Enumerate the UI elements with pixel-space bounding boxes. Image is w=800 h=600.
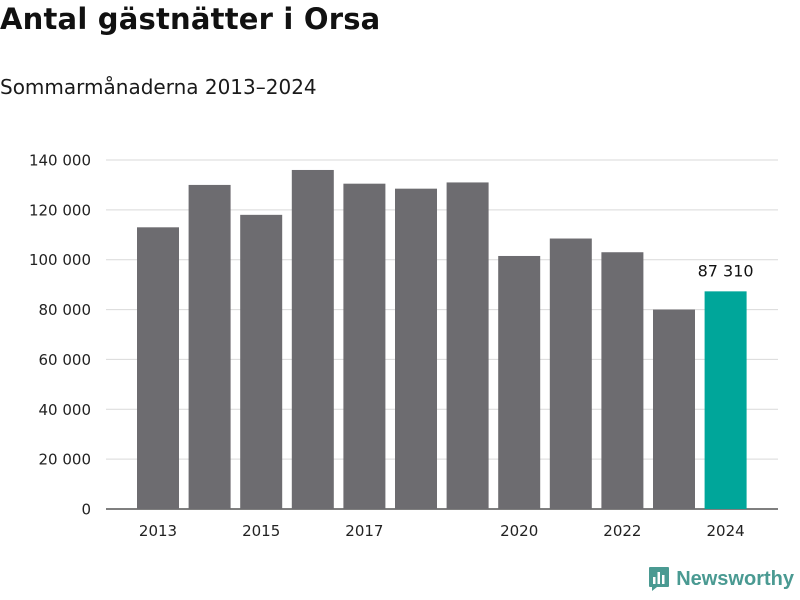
x-tick-label: 2017: [345, 522, 383, 540]
annotations: 87 310: [698, 261, 754, 280]
bar-2018: [395, 188, 437, 510]
bar-2019: [446, 182, 489, 509]
y-tick-label: 40 000: [39, 401, 92, 419]
bar-2017: [343, 183, 386, 510]
x-axis-labels: 2013 2015 2017 2020 2022 2024: [139, 522, 745, 540]
chart-title: Antal gästnätter i Orsa: [0, 2, 381, 36]
y-tick-label: 80 000: [39, 301, 92, 319]
y-tick-label: 60 000: [39, 351, 92, 369]
y-tick-label: 120 000: [29, 201, 91, 219]
brand-name: Newsworthy: [676, 567, 794, 590]
bars: [137, 169, 747, 510]
y-tick-label: 0: [81, 501, 91, 519]
y-tick-label: 100 000: [29, 251, 91, 269]
bar-chart-logo-icon: [649, 567, 670, 591]
x-tick-label: 2015: [242, 522, 280, 540]
y-tick-label: 140 000: [29, 152, 91, 170]
bar-2021: [549, 238, 592, 509]
bar-2024: [704, 291, 747, 509]
bar-2016: [291, 169, 334, 509]
bar-2015: [240, 214, 283, 510]
x-tick-label: 2022: [603, 522, 641, 540]
x-tick-label: 2013: [139, 522, 177, 540]
value-label: 87 310: [698, 261, 754, 280]
x-tick-label: 2020: [500, 522, 538, 540]
chart-subtitle: Sommarmånaderna 2013–2024: [0, 75, 317, 99]
y-tick-label: 20 000: [39, 451, 92, 469]
bar-2014: [188, 184, 231, 509]
bar-2022: [601, 252, 644, 509]
bar-2020: [498, 255, 541, 509]
newsworthy-brand: Newsworthy: [648, 566, 794, 592]
bar-2023: [653, 309, 695, 509]
x-tick-label: 2024: [707, 522, 745, 540]
bar-2013: [137, 227, 179, 510]
y-axis-labels: 0 20 000 40 000 60 000 80 000 100 000 120 000 1…: [29, 152, 91, 519]
